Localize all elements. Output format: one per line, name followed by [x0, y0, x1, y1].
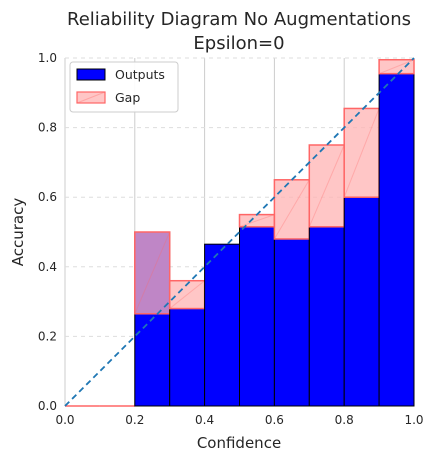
gap-bar-hatch [169, 280, 205, 309]
tick-labels: 0.0 0.2 0.4 0.6 0.8 1.0 0.0 0.2 0.4 0.6 0.8 1.0 [38, 51, 424, 427]
x-tick-label: 0.4 [195, 413, 214, 427]
gap-bar-hatch [378, 59, 415, 75]
x-tick-label: 1.0 [404, 413, 423, 427]
gap-bar [308, 144, 345, 228]
outputs-bar [343, 196, 380, 407]
gap-bar-hatch [273, 179, 310, 240]
outputs-bar [204, 243, 241, 407]
gap-bar-hatch [239, 214, 275, 228]
gap-bar-hatch [343, 108, 380, 198]
y-tick-label: 0.4 [38, 260, 57, 274]
x-axis-label: Confidence [197, 434, 281, 452]
legend-outputs-label: Outputs [115, 67, 165, 82]
y-tick-label: 1.0 [38, 51, 57, 65]
legend-gap-label: Gap [115, 90, 140, 105]
gap-bar-hatch [308, 144, 345, 227]
outputs-bar [378, 73, 415, 407]
x-tick-label: 0.6 [265, 413, 284, 427]
y-tick-label: 0.8 [38, 121, 57, 135]
chart-title-line-1: Reliability Diagram No Augmentations [67, 9, 411, 30]
y-tick-label: 0.6 [38, 190, 57, 204]
chart-title-line-2: Epsilon=0 [193, 33, 284, 54]
y-axis-label: Accuracy [9, 198, 27, 267]
reference-line-group [64, 57, 415, 407]
x-tick-label: 0.2 [125, 413, 144, 427]
outputs-bar [273, 238, 310, 407]
x-tick-label: 0.8 [335, 413, 354, 427]
legend-gap-swatch [76, 91, 106, 104]
reference-line [64, 57, 415, 407]
legend: Outputs Gap [69, 61, 179, 113]
legend-outputs-swatch [76, 68, 106, 81]
outputs-bar [308, 226, 345, 407]
gap-bar [134, 231, 171, 315]
y-tick-label: 0.0 [38, 399, 57, 413]
legend-gap-hatch [76, 91, 106, 104]
gap-bar [378, 58, 415, 75]
x-tick-label: 0.0 [55, 413, 74, 427]
outputs-bar [239, 226, 275, 407]
y-tick-label: 0.2 [38, 329, 57, 343]
gap-bar-hatch [134, 231, 171, 314]
outputs-bar [169, 308, 206, 407]
